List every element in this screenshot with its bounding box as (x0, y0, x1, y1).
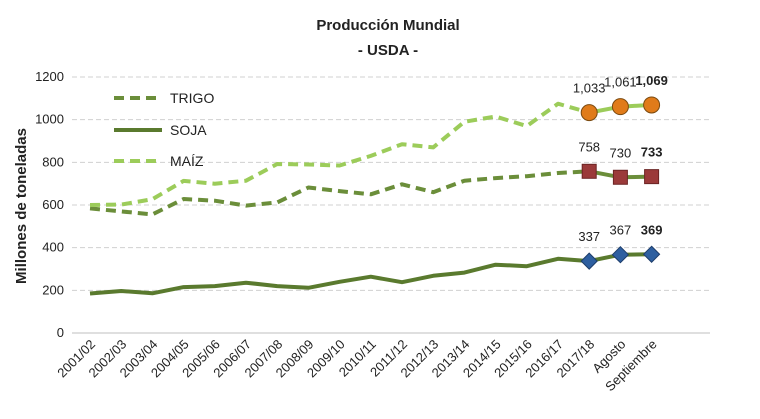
marker-trigo (581, 163, 597, 179)
marker-trigo (612, 169, 628, 185)
legend-label-maíz: MAÍZ (170, 153, 204, 169)
series-line-trigo (89, 169, 590, 217)
y-tick-label: 800 (42, 154, 64, 169)
series-line-maíz (89, 101, 590, 207)
marker-soja (580, 252, 598, 270)
y-tick-label: 1200 (35, 69, 64, 84)
x-axis-ticks: 2001/022002/032003/042004/052005/062006/… (54, 337, 659, 395)
data-label-maíz: 1,061 (604, 75, 637, 90)
y-tick-label: 400 (42, 240, 64, 255)
chart-title: Producción Mundial (316, 17, 459, 34)
gridlines (72, 76, 710, 334)
marker-maíz (580, 104, 598, 122)
y-tick-label: 1000 (35, 112, 64, 127)
data-label-trigo: 733 (641, 145, 663, 160)
chart-subtitle: - USDA - (358, 42, 418, 59)
y-axis-ticks: 0 200 400 600 800 1000 1200 (35, 69, 64, 340)
markers-layer (580, 96, 661, 270)
data-label-trigo: 730 (610, 145, 632, 160)
data-label-maíz: 1,069 (635, 73, 668, 88)
marker-trigo (644, 169, 660, 185)
y-tick-label: 600 (42, 197, 64, 212)
legend: TRIGO SOJA MAÍZ (114, 90, 214, 169)
marker-maíz (643, 96, 661, 114)
marker-soja (611, 245, 630, 264)
data-label-soja: 369 (641, 222, 663, 237)
legend-label-soja: SOJA (170, 122, 207, 138)
series-line-soja (89, 256, 590, 296)
y-tick-label: 0 (57, 325, 64, 340)
y-tick-label: 200 (42, 282, 64, 297)
data-label-maíz: 1,033 (573, 81, 606, 96)
legend-label-trigo: TRIGO (170, 90, 214, 106)
y-axis-label: Millones de toneladas (13, 128, 30, 284)
data-label-soja: 337 (578, 229, 600, 244)
marker-maíz (611, 98, 629, 116)
data-label-soja: 367 (610, 223, 632, 238)
data-label-trigo: 758 (578, 139, 600, 154)
marker-soja (642, 245, 661, 263)
